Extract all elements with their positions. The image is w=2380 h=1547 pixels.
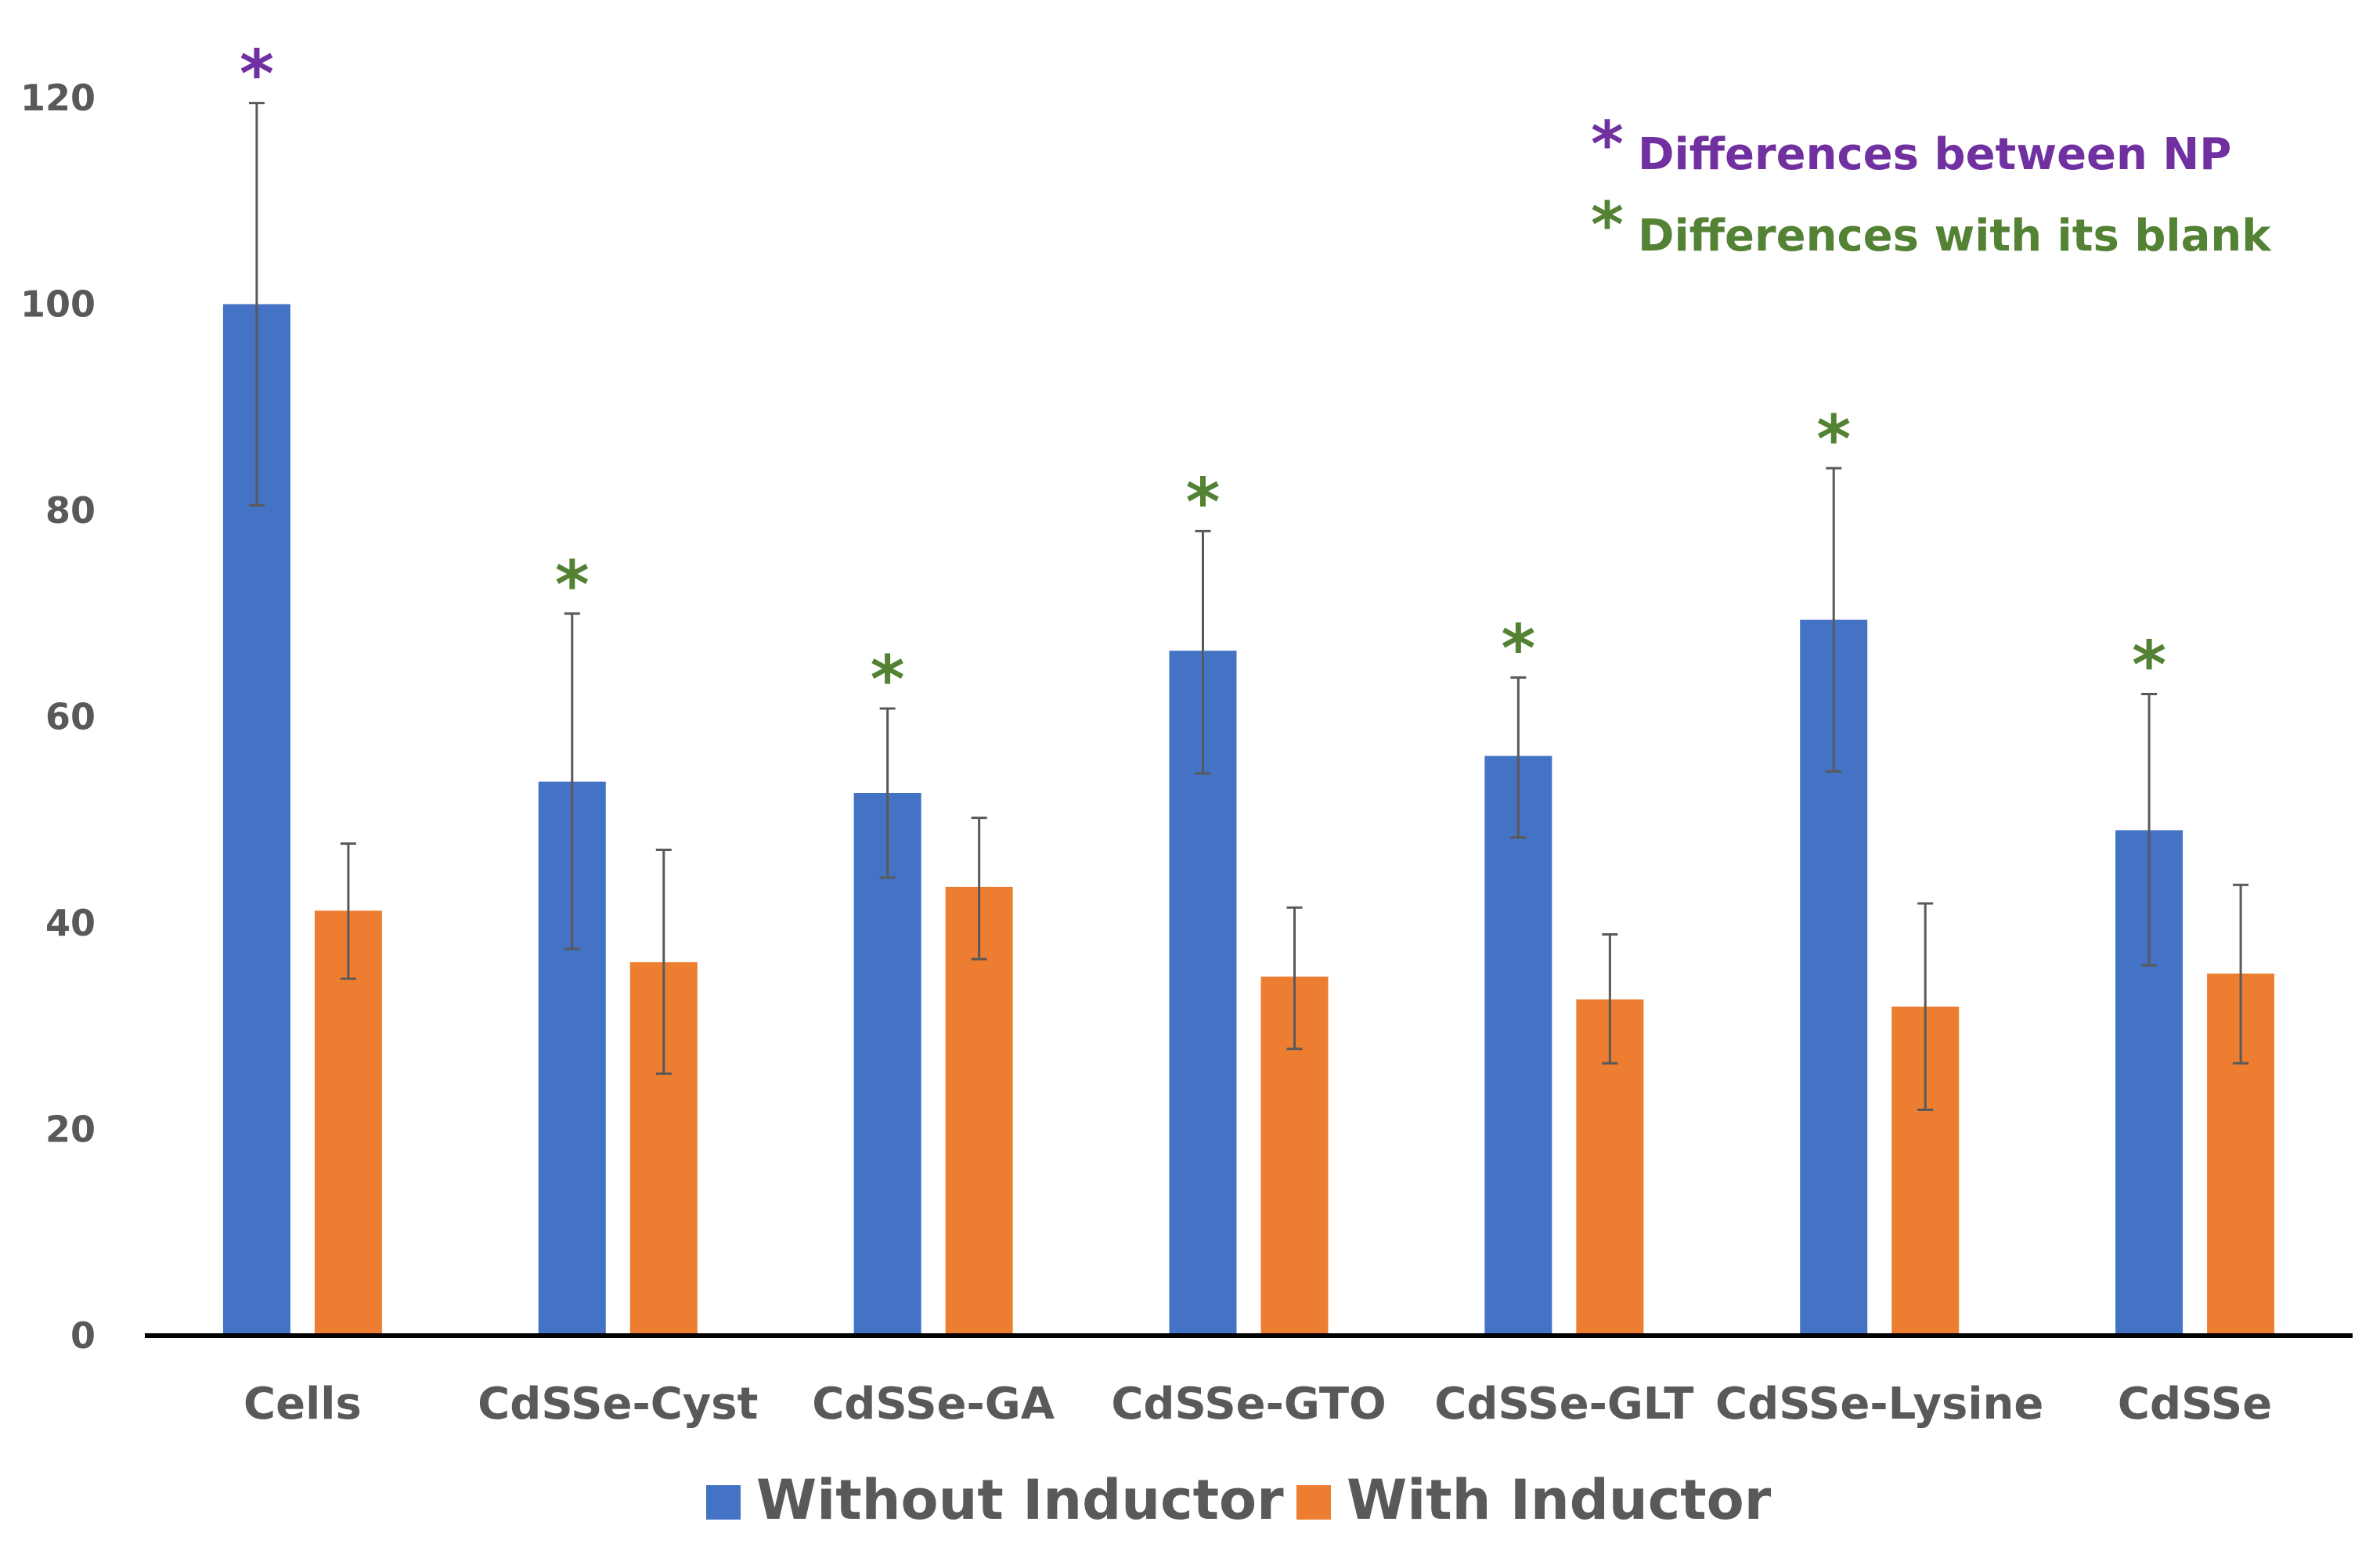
legend: Without Inductor With Inductor — [706, 1468, 1772, 1532]
significance-star-blank: * — [2132, 627, 2166, 704]
y-axis-ticks: 0 20 40 60 80 100 120 — [20, 77, 96, 1357]
bar-without-inductor — [853, 792, 921, 1336]
x-category-label: CdSSe-Lysine — [1715, 1379, 2043, 1430]
np-star: * — [1591, 108, 1624, 181]
bar-with-inductor — [945, 886, 1013, 1336]
significance-star-blank: * — [555, 546, 590, 623]
x-category-label: CdSSe — [2118, 1379, 2272, 1430]
y-tick-label: 120 — [20, 77, 96, 119]
y-tick-label: 40 — [45, 902, 96, 944]
legend-label-without-inductor: Without Inductor — [756, 1468, 1284, 1532]
y-tick-label: 0 — [70, 1314, 96, 1357]
significance-star-blank: * — [1816, 401, 1851, 478]
bars — [222, 304, 2275, 1336]
significance-star-np: * — [240, 36, 274, 113]
y-tick-label: 20 — [45, 1109, 96, 1151]
x-axis-labels: Cells CdSSe-Cyst CdSSe-GA CdSSe-GTO CdSSe-GL… — [243, 1379, 2272, 1430]
x-category-label: CdSSe-GLT — [1434, 1379, 1693, 1430]
y-tick-label: 80 — [45, 489, 96, 532]
significance-star-blank: * — [1186, 463, 1221, 540]
significance-star-blank: * — [871, 641, 905, 718]
bar-with-inductor — [314, 911, 382, 1336]
y-tick-label: 100 — [20, 283, 96, 326]
x-category-label: CdSSe-Cyst — [478, 1379, 758, 1430]
blank-star: * — [1591, 189, 1624, 261]
error-bars — [248, 102, 2249, 1111]
legend-label-with-inductor: With Inductor — [1347, 1468, 1772, 1532]
blank-annotation: Differences with its blank — [1638, 211, 2272, 261]
legend-swatch-without-inductor — [706, 1485, 741, 1520]
annotation-key: * Differences between NP * Differences w… — [1591, 108, 2272, 261]
y-tick-label: 60 — [45, 696, 96, 738]
bar-without-inductor — [1484, 755, 1552, 1336]
x-category-label: CdSSe-GTO — [1111, 1379, 1386, 1430]
np-annotation: Differences between NP — [1638, 129, 2231, 180]
x-category-label: Cells — [243, 1379, 362, 1430]
x-category-label: CdSSe-GA — [812, 1379, 1055, 1430]
significance-stars: * * * * * * * — [240, 36, 2166, 718]
significance-star-blank: * — [1501, 610, 1535, 687]
legend-swatch-with-inductor — [1296, 1485, 1331, 1520]
